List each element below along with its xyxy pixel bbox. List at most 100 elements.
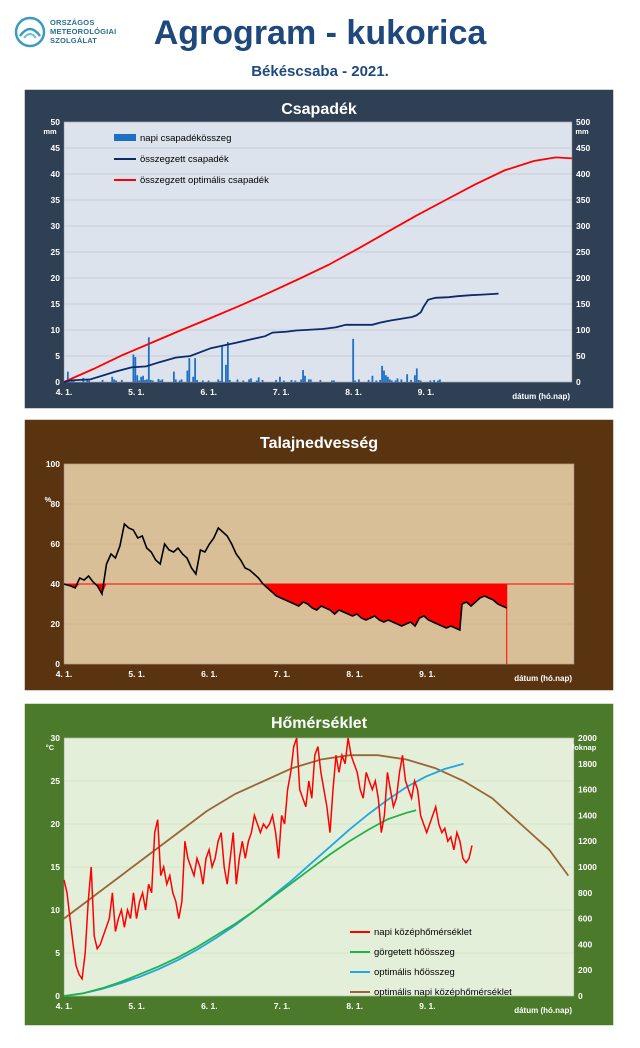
precipitation-chart: Csapadék05101520253035404550mm0501001502…	[23, 88, 615, 410]
precip-bar	[406, 374, 409, 382]
precip-bar	[157, 378, 160, 382]
precip-bar	[383, 370, 385, 382]
x-tick-label: 7. 1.	[274, 1001, 291, 1011]
precip-bar	[201, 380, 204, 382]
y-tick-label-left: 30	[51, 221, 61, 231]
x-tick-label: 4. 1.	[56, 1001, 73, 1011]
precip-bar	[66, 371, 69, 382]
omsz-logo-icon	[14, 16, 46, 48]
y-tick-label-left: 15	[51, 862, 61, 872]
x-tick-label: 5. 1.	[128, 387, 145, 397]
precip-bar	[151, 380, 154, 382]
precip-bar	[394, 380, 397, 382]
precip-bar	[279, 376, 281, 382]
precip-bar	[367, 379, 370, 382]
y-unit-left: %	[45, 495, 52, 504]
precip-bar	[358, 379, 360, 382]
precip-bar	[236, 379, 239, 382]
precip-bar	[111, 376, 114, 382]
precip-bar	[439, 379, 441, 382]
y-tick-label-left: 30	[51, 733, 61, 743]
precip-bar	[429, 380, 432, 382]
chart-title: Csapadék	[281, 101, 357, 118]
y-tick-label-right: 250	[576, 247, 590, 257]
optimal-cumulative-line	[63, 156, 573, 383]
temperature-panel: Hőmérséklet 0 5 10 15 20 25 30 °C 0 200 400 600 800 10…	[23, 702, 615, 1027]
precip-bar	[188, 358, 191, 382]
precip-bar	[354, 380, 356, 382]
y-tick-label-left: 0	[55, 377, 60, 387]
x-tick-label: 5. 1.	[128, 1001, 145, 1011]
precip-bar	[228, 379, 231, 382]
precip-bar	[410, 379, 412, 382]
deficit-area	[64, 584, 507, 630]
precip-bar	[242, 380, 245, 382]
x-tick-label: 7. 1.	[274, 669, 291, 679]
legend-label: napi csapadékösszeg	[140, 133, 231, 144]
precip-bar	[304, 375, 306, 382]
precip-bar	[136, 375, 139, 382]
precip-bar	[300, 379, 303, 382]
soil-moisture-line	[63, 522, 508, 632]
y-tick-label-left: 5	[55, 351, 60, 361]
y-tick-label-left: 45	[51, 143, 61, 153]
precip-bar	[138, 380, 141, 382]
precip-bar	[419, 380, 422, 382]
rolling-heat-sum-line	[63, 809, 417, 997]
x-tick-label: 7. 1.	[273, 387, 290, 397]
precip-bar	[379, 379, 382, 382]
precip-bar	[437, 380, 439, 382]
precip-bar	[174, 379, 177, 382]
precip-bar	[388, 379, 391, 382]
precip-bar	[294, 380, 297, 382]
x-tick-label: 8. 1.	[346, 669, 363, 679]
y-tick-label-right: 200	[578, 965, 592, 975]
precip-bar	[261, 379, 264, 382]
page-header: ORSZÁGOS METEOROLÓGIAI SZOLGÁLAT Agrogra…	[0, 0, 640, 88]
y-unit-left: mm	[43, 127, 57, 136]
x-axis-label: dátum (hó.nap)	[514, 674, 572, 683]
precip-bar	[319, 379, 322, 382]
y-unit-right: foknap	[572, 743, 597, 752]
y-tick-label-right: 150	[576, 299, 590, 309]
precip-bar	[142, 375, 144, 382]
precip-bar	[255, 380, 258, 382]
precip-bar	[375, 380, 378, 382]
x-tick-label: 9. 1.	[419, 669, 436, 679]
soil-moisture-panel: Talajnedvesség 0 20 40 60 80 100% 4. 1. 5. 1. 6. …	[23, 418, 615, 692]
daily-mean-temp-line	[63, 737, 473, 981]
page-subtitle: Békéscsaba - 2021.	[251, 63, 389, 80]
precip-bar	[72, 380, 75, 382]
precip-bar	[101, 379, 104, 382]
x-tick-label: 6. 1.	[201, 1001, 218, 1011]
precip-bar	[113, 379, 116, 382]
y-tick-label-left: 80	[51, 499, 61, 509]
precip-bar	[415, 368, 418, 382]
y-tick-label-right: 1600	[578, 785, 597, 795]
precip-bar	[381, 365, 383, 382]
temperature-chart: Hőmérséklet 0 5 10 15 20 25 30°C 0 200 400 600 800 10…	[23, 702, 615, 1027]
precip-bar	[332, 380, 335, 382]
y-tick-label-right: 350	[576, 195, 590, 205]
precip-bar	[144, 379, 146, 382]
y-tick-label-left: 25	[51, 776, 61, 786]
y-tick-label-right: 200	[576, 273, 590, 283]
legend-swatch-bar	[114, 134, 136, 141]
x-tick-label: 4. 1.	[56, 669, 73, 679]
y-tick-label-left: 50	[51, 117, 61, 127]
precip-bar	[250, 378, 252, 382]
precipitation-panel: Csapadék 0 5 10 15 20 25 30 35 40 45 50 mm 0 50 100 150 2…	[23, 88, 615, 410]
precip-bar	[115, 380, 117, 382]
precip-bar	[186, 370, 189, 382]
y-tick-label-left: 20	[51, 619, 61, 629]
legend-label: összegzett csapadék	[140, 154, 229, 165]
y-tick-label-right: 1200	[578, 836, 597, 846]
precip-bar	[282, 380, 285, 382]
y-tick-label-right: 400	[576, 169, 590, 179]
y-tick-label-right: 400	[578, 939, 592, 949]
x-tick-label: 9. 1.	[418, 387, 435, 397]
precip-bar	[217, 379, 220, 382]
precip-bar	[219, 380, 222, 382]
logo-line-1: ORSZÁGOS	[50, 18, 95, 27]
precip-bar	[194, 358, 196, 382]
